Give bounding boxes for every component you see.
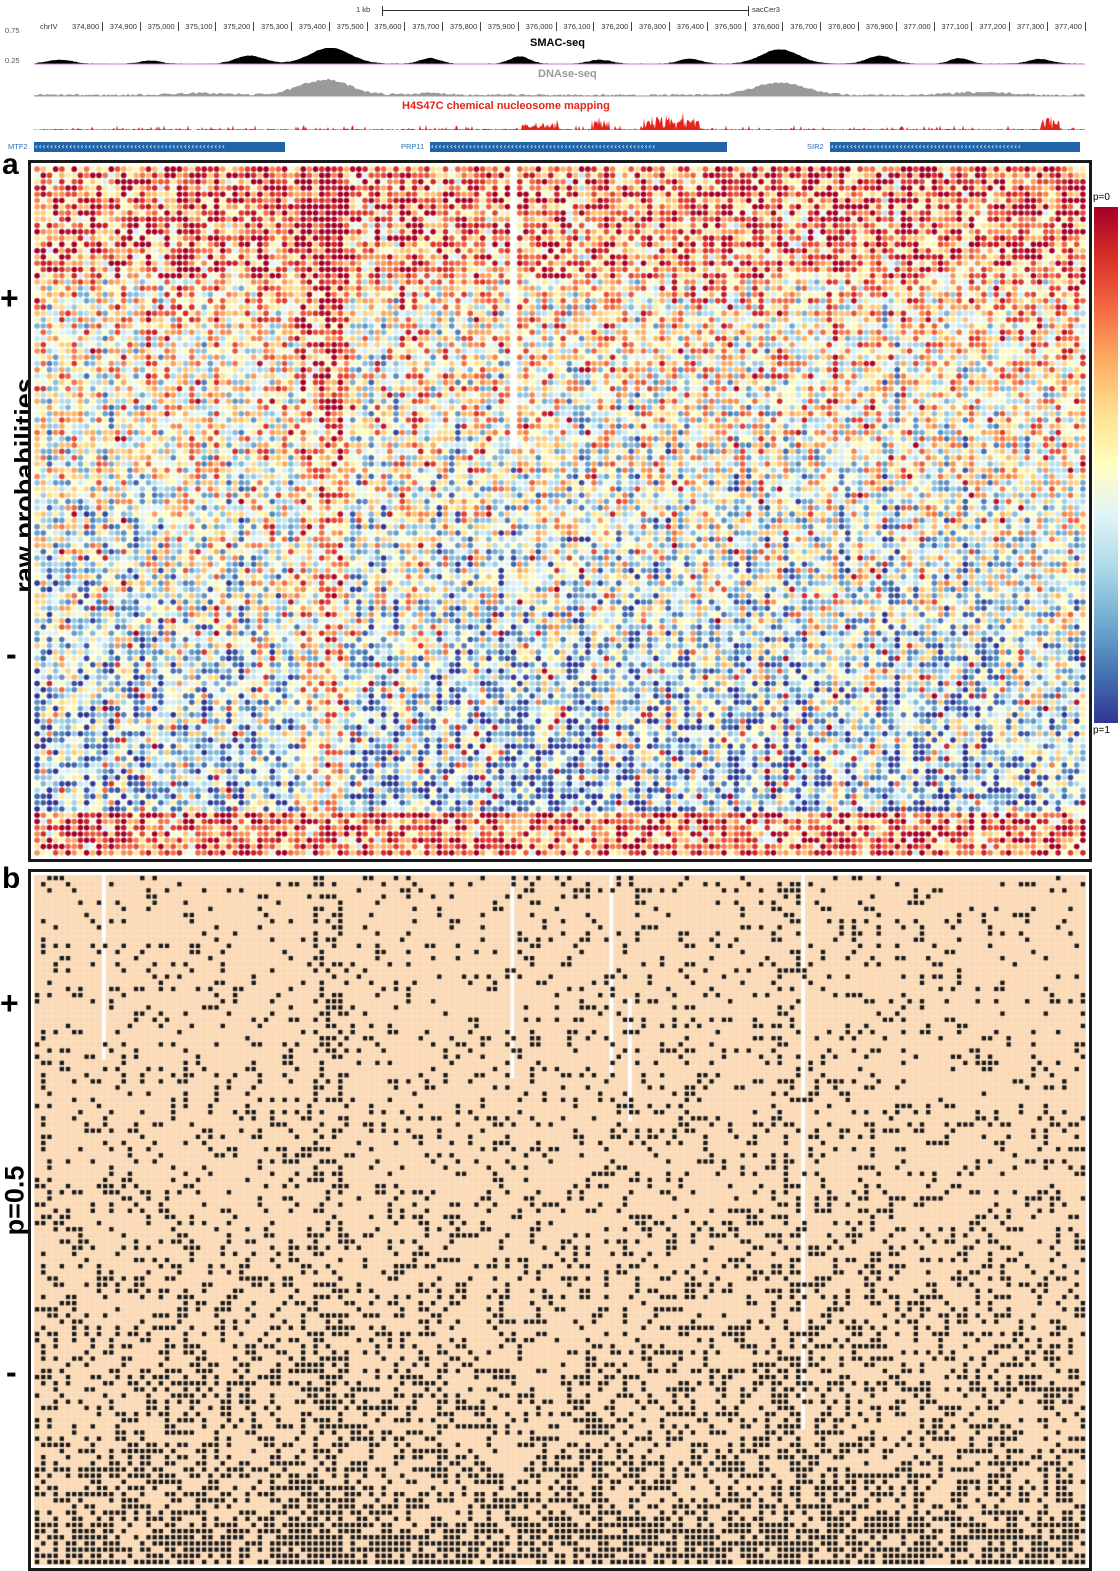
ruler-label: 374,800 — [72, 22, 100, 31]
ruler-label: 375,700 — [412, 22, 440, 31]
ruler-tick — [328, 22, 330, 31]
ruler-label: 377,300 — [1017, 22, 1045, 31]
yaxis-low: 0.25 — [5, 56, 20, 65]
panel-b-minus: - — [6, 1354, 17, 1390]
dnase-track-title: DNAse-seq — [538, 68, 597, 80]
ruler-label: 376,500 — [714, 22, 742, 31]
panel-a-frame — [28, 160, 1092, 862]
ruler-label: 375,800 — [450, 22, 478, 31]
ruler-label: 375,000 — [147, 22, 175, 31]
panel-a-letter: a — [2, 148, 19, 174]
panel-a-plus: + — [0, 280, 19, 316]
ruler-label: 376,400 — [676, 22, 704, 31]
ruler-tick — [933, 22, 935, 31]
ruler-tick — [858, 22, 859, 31]
ruler-label: 375,900 — [487, 22, 515, 31]
ruler-tick — [1009, 22, 1011, 31]
ruler-label: 377,400 — [1054, 22, 1082, 31]
gene-label-prp11: PRP11 — [401, 142, 425, 151]
ruler-label: 375,400 — [298, 22, 326, 31]
panel-b-letter: b — [2, 862, 21, 888]
yaxis-high: 0.75 — [5, 26, 20, 35]
ruler-label: 376,100 — [563, 22, 591, 31]
ruler-label: 376,000 — [525, 22, 553, 31]
ruler-label: 376,800 — [828, 22, 856, 31]
ruler-label: 375,300 — [261, 22, 289, 31]
panel-a-minus: - — [6, 636, 17, 672]
ruler-tick — [517, 22, 519, 31]
ruler-tick — [253, 22, 255, 31]
ruler-label: 376,900 — [865, 22, 893, 31]
panel-b-dotmap — [34, 875, 1086, 1565]
ruler-tick — [442, 22, 444, 31]
colorbar — [1094, 207, 1118, 723]
ruler-tick — [177, 22, 179, 31]
gene-mtf2: ‹‹‹‹‹‹‹‹‹‹‹‹‹‹‹‹‹‹‹‹‹‹‹‹‹‹‹‹‹‹‹‹‹‹‹‹‹‹‹‹… — [34, 142, 285, 152]
ruler-tick — [480, 22, 481, 31]
ruler-tick — [744, 22, 746, 31]
ruler-label: 377,000 — [903, 22, 931, 31]
gene-label-sir2: SIR2 — [807, 142, 824, 151]
ruler-tick — [102, 22, 103, 31]
ruler-tick — [1047, 22, 1048, 31]
panel-b-plus: + — [0, 985, 19, 1021]
panel-a-heatmap — [34, 166, 1086, 856]
ruler-tick — [291, 22, 292, 31]
colorbar-top-label: p=0 — [1093, 192, 1110, 203]
genome-browser: 1 kb sacCer3 chrIV 374,800 374,900 375,000… — [0, 0, 1120, 160]
ruler-tick — [593, 22, 595, 31]
ruler-tick — [215, 22, 217, 31]
ruler-label: 375,200 — [223, 22, 251, 31]
ruler-label: 376,300 — [639, 22, 667, 31]
ruler-tick — [971, 22, 973, 31]
panel-a-ylabel-clip: raw probabilities — [0, 360, 29, 610]
ruler-tick — [404, 22, 406, 31]
panel-b-frame — [28, 869, 1092, 1571]
coverage-tracks — [34, 48, 1085, 130]
ruler-label: 377,200 — [979, 22, 1007, 31]
panel-a-ylabel: raw probabilities — [9, 378, 29, 593]
gene-label-mtf2: MTF2 — [8, 142, 28, 151]
dnase-track — [34, 78, 1085, 96]
ruler-label: 375,100 — [185, 22, 213, 31]
ruler-tick — [1084, 22, 1086, 31]
panel-b-ylabel: p=0.5 — [0, 1165, 28, 1236]
ruler-tick — [669, 22, 670, 31]
nucleosome-track — [34, 112, 1085, 130]
ruler-tick — [820, 22, 822, 31]
scale-label: 1 kb — [356, 5, 371, 14]
assembly-label: sacCer3 — [752, 5, 780, 14]
chrom-label: chrIV — [40, 22, 58, 31]
scale-bar — [382, 6, 749, 16]
ruler-tick — [895, 22, 897, 31]
ruler-tick — [631, 22, 633, 31]
ruler-label: 375,500 — [336, 22, 364, 31]
colorbar-bottom-label: p=1 — [1093, 725, 1110, 736]
nucleosome-track-title: H4S47C chemical nucleosome mapping — [402, 100, 610, 112]
ruler-tick — [139, 22, 141, 31]
ruler-tick — [782, 22, 784, 31]
panel-b-ylabel-clip: p=0.5 — [0, 1140, 28, 1260]
ruler-label: 376,200 — [601, 22, 629, 31]
ruler-tick — [366, 22, 368, 31]
ruler-label: 376,600 — [752, 22, 780, 31]
gene-prp11: ‹‹‹‹‹‹‹‹‹‹‹‹‹‹‹‹‹‹‹‹‹‹‹‹‹‹‹‹‹‹‹‹‹‹‹‹‹‹‹‹… — [430, 142, 727, 152]
ruler-label: 374,900 — [109, 22, 137, 31]
ruler-label: 377,100 — [941, 22, 969, 31]
ruler-label: 375,600 — [374, 22, 402, 31]
smac-track — [34, 48, 1085, 64]
gene-sir2: ‹‹‹‹‹‹‹‹‹‹‹‹‹‹‹‹‹‹‹‹‹‹‹‹‹‹‹‹‹‹‹‹‹‹‹‹‹‹‹‹… — [830, 142, 1080, 152]
smac-track-title: SMAC-seq — [530, 37, 586, 49]
ruler-tick — [706, 22, 708, 31]
ruler-label: 376,700 — [790, 22, 818, 31]
ruler-tick — [555, 22, 557, 31]
